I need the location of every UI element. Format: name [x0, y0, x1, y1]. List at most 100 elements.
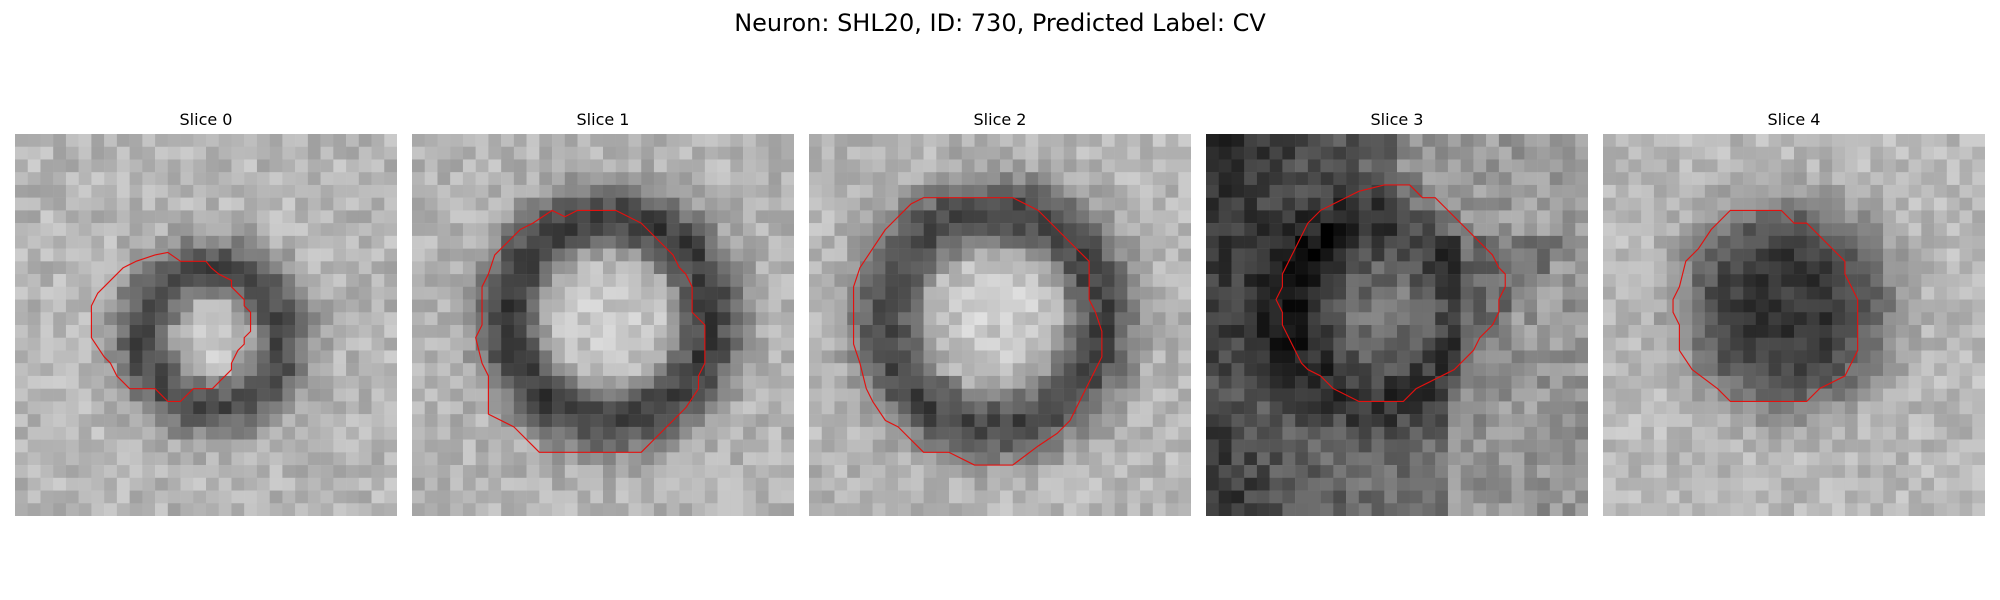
pixel: [320, 159, 334, 173]
pixel: [1921, 134, 1935, 147]
pixel: [1333, 274, 1347, 288]
pixel: [577, 490, 591, 504]
pixel: [1333, 401, 1347, 415]
pixel: [1152, 146, 1166, 160]
pixel: [1959, 465, 1973, 479]
pixel: [129, 274, 143, 288]
pixel: [1231, 248, 1245, 262]
pixel: [1063, 159, 1077, 173]
pixel: [412, 197, 425, 211]
pixel: [1832, 401, 1846, 415]
pixel: [488, 490, 502, 504]
pixel: [1511, 490, 1525, 504]
pixel: [1333, 388, 1347, 402]
pixel: [1679, 299, 1693, 313]
pixel: [1743, 452, 1757, 466]
pixel: [1768, 146, 1782, 160]
pixel: [53, 146, 67, 160]
pixel: [1819, 363, 1833, 377]
pixel: [462, 452, 476, 466]
pixel: [206, 210, 219, 224]
pixel: [1244, 477, 1258, 491]
pixel: [526, 388, 540, 402]
pixel: [974, 248, 988, 262]
pixel: [282, 134, 296, 147]
pixel: [974, 337, 988, 351]
pixel: [1679, 363, 1693, 377]
pixel: [628, 401, 642, 415]
pixel: [1794, 375, 1807, 389]
pixel: [1231, 325, 1245, 338]
pixel: [1269, 172, 1283, 186]
pixel: [53, 375, 67, 389]
pixel: [730, 286, 744, 300]
pixel: [1692, 452, 1706, 466]
pixel: [129, 426, 143, 440]
pixel: [1972, 184, 1985, 198]
pixel: [1384, 414, 1398, 428]
pixel: [1921, 286, 1935, 300]
pixel: [590, 388, 604, 402]
pixel: [590, 299, 604, 313]
pixel: [847, 401, 861, 415]
pixel: [1244, 210, 1258, 224]
pixel: [65, 465, 79, 479]
pixel: [116, 439, 130, 453]
pixel: [1422, 465, 1436, 479]
pixel: [1178, 414, 1191, 428]
pixel: [450, 286, 464, 300]
pixel: [1615, 363, 1629, 377]
pixel: [1473, 210, 1487, 224]
pixel: [1282, 312, 1296, 326]
pixel: [1832, 172, 1846, 186]
pixel: [859, 248, 873, 262]
pixel: [256, 159, 270, 173]
pixel: [1704, 414, 1718, 428]
pixel: [809, 414, 822, 428]
pixel: [129, 490, 143, 504]
pixel: [1050, 401, 1064, 415]
pixel: [628, 465, 642, 479]
pixel: [78, 337, 92, 351]
pixel: [462, 261, 476, 275]
pixel: [1152, 184, 1166, 198]
pixel: [1717, 363, 1731, 377]
pixel: [1447, 159, 1461, 173]
pixel: [1358, 159, 1372, 173]
pixel: [961, 388, 975, 402]
pixel: [346, 261, 360, 275]
pixel: [1743, 197, 1757, 211]
pixel: [834, 197, 848, 211]
pixel: [462, 350, 476, 364]
pixel: [1832, 286, 1846, 300]
pixel: [1231, 184, 1245, 198]
pixel: [1819, 388, 1833, 402]
pixel: [65, 452, 79, 466]
pixel: [704, 350, 718, 364]
pixel: [1857, 452, 1871, 466]
pixel: [1218, 325, 1232, 338]
pixel: [1498, 490, 1512, 504]
pixel: [358, 375, 372, 389]
pixel: [1603, 184, 1616, 198]
pixel: [27, 375, 41, 389]
pixel: [679, 210, 693, 224]
pixel: [1883, 134, 1897, 147]
pixel: [564, 401, 578, 415]
pixel: [475, 248, 489, 262]
pixel: [1231, 172, 1245, 186]
pixel: [180, 325, 194, 338]
pixel: [1025, 274, 1039, 288]
pixel: [564, 350, 578, 364]
pixel: [1269, 146, 1283, 160]
pixel: [1140, 363, 1154, 377]
pixel: [1895, 274, 1909, 288]
pixel: [1218, 184, 1232, 198]
pixel: [371, 337, 385, 351]
pixel: [1473, 414, 1487, 428]
pixel: [231, 388, 245, 402]
pixel: [577, 159, 591, 173]
pixel: [1025, 172, 1039, 186]
pixel: [1730, 439, 1744, 453]
pixel: [1447, 299, 1461, 313]
